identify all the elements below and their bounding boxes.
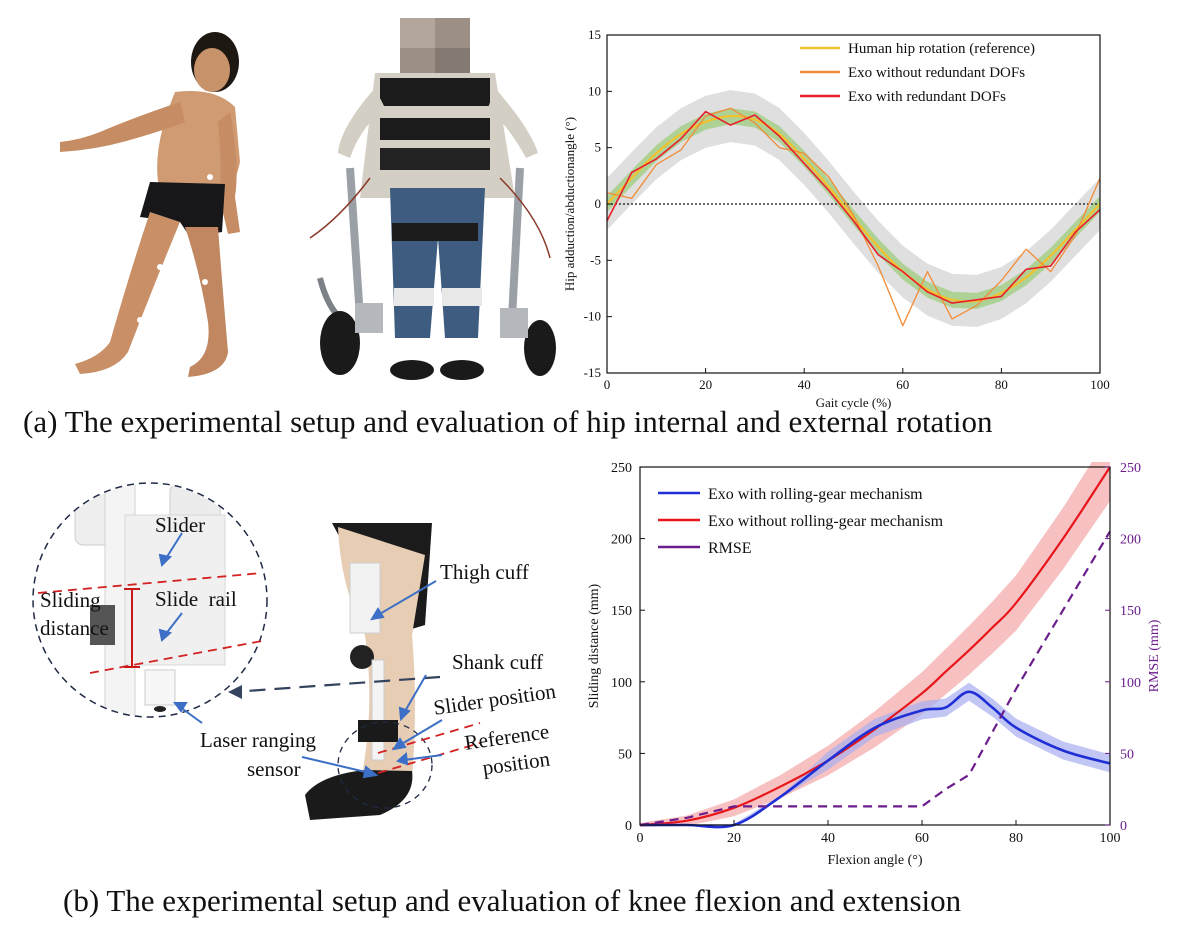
y-tick-label: 150 [611,604,632,619]
y-tick-label: 10 [588,83,601,98]
x-tick-label: 60 [896,377,909,392]
rmse-line [639,530,1111,827]
label-shank-cuff: Shank cuff [452,650,544,674]
legend-label: Exo without redundant DOFs [848,65,1025,81]
legend-label: Exo with rolling-gear mechanism [708,486,923,503]
label-sliding-line1: Sliding [40,588,101,612]
x-axis-label: Flexion angle (°) [827,853,922,868]
label-slide-rail: Slide rail [155,587,237,611]
y-axis-label: Sliding distance (mm) [587,583,602,708]
x-tick-label: 80 [995,377,1008,392]
x-tick-label: 80 [1009,831,1023,846]
label-laser-line2: sensor [247,757,301,781]
x-tick-label: 40 [821,831,835,846]
y2-axis-label: RMSE (mm) [1147,619,1162,692]
x-axis-label: Gait cycle (%) [816,395,892,410]
y2-tick-label: 150 [1120,604,1141,619]
legend-label: Human hip rotation (reference) [848,41,1035,57]
hip-rotation-chart: 0 20 40 60 80 100 15 10 5 0 -5 -10 -15 Gait cycle (%)… [562,27,1110,410]
y-tick-label: 15 [588,27,601,42]
legend-label: RMSE [708,540,752,557]
walking-subject-photo [60,32,240,377]
knee-sliding-chart: 0 20 40 60 80 1000501001502002500501001502002… [587,462,1162,868]
legend-label: Exo with redundant DOFs [848,89,1006,105]
label-slider: Slider [155,513,206,537]
caption-a: (a) The experimental setup and evaluatio… [23,404,993,439]
label-laser-line1: Laser ranging [200,728,317,752]
x-tick-label: 100 [1100,831,1121,846]
y2-tick-label: 250 [1120,462,1141,476]
y-tick-label: 5 [595,140,602,155]
y-tick-label: 50 [618,747,632,762]
label-sliding-line2: distance [40,616,109,640]
y-tick-label: 100 [611,676,632,691]
legend-label: Exo without rolling-gear mechanism [708,513,944,530]
x-tick-label: 20 [699,377,712,392]
envelope-band [607,90,1100,327]
x-tick-label: 0 [604,377,611,392]
hip-exoskeleton-photo [309,18,556,380]
y2-tick-label: 0 [1120,819,1127,834]
caption-b: (b) The experimental setup and evaluatio… [63,883,962,918]
y-tick-label: -5 [590,252,601,267]
y-tick-label: 250 [611,462,632,476]
y2-tick-label: 100 [1120,676,1141,691]
x-tick-label: 100 [1090,377,1110,392]
y2-tick-label: 50 [1120,747,1134,762]
exo-with-dofs-line [606,110,1101,304]
x-tick-label: 40 [798,377,811,392]
x-tick-label: 60 [915,831,929,846]
y-tick-label: 200 [611,533,632,548]
y-tick-label: 0 [595,196,602,211]
label-thigh-cuff: Thigh cuff [440,560,529,584]
y2-tick-label: 200 [1120,533,1141,548]
knee-exoskeleton-photo [32,482,481,820]
y-tick-label: 0 [625,819,632,834]
y-tick-label: -15 [584,365,601,380]
exo-without-dofs-line [606,107,1101,327]
blue-band [640,682,1110,826]
x-tick-label: 20 [727,831,741,846]
plot-frame [639,466,1111,826]
y-tick-label: -10 [584,309,601,324]
y-axis-label: Hip adduction/abductionangle (°) [562,117,577,291]
exo-without-rolling-gear-line [639,466,1111,827]
x-tick-label: 0 [637,831,644,846]
